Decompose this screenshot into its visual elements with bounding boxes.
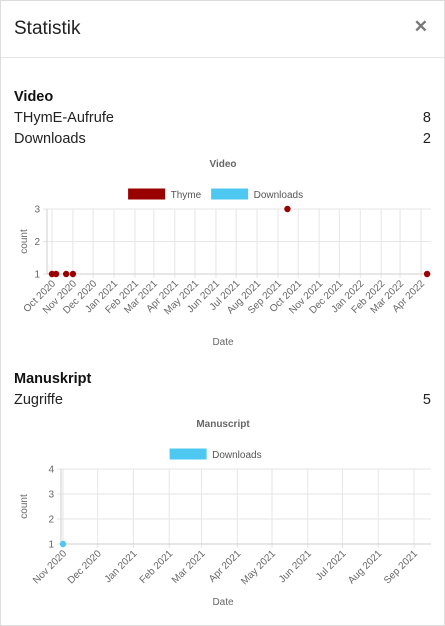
chart-0-point-0-1 [52,270,60,278]
video-stat-views: THymE-Aufrufe 8 [14,110,431,126]
chart-1-ytick-1: 2 [48,515,54,526]
chart-0-point-0-4 [284,205,291,213]
manuscript-accesses-value: 5 [422,392,431,408]
chart-1-xtick-1: Dec 2020 [66,548,104,586]
chart-1-xtick-7: Jun 2021 [277,548,314,585]
chart-1-ylabel: count [19,494,30,519]
chart-0-ytick-2: 3 [34,205,40,216]
manuscript-heading: Manuskript [14,371,92,387]
chart-1-title: Manuscript [196,419,250,430]
chart-1-legend-swatch-0 [168,447,208,461]
chart-0-point-0-2 [62,270,70,278]
video-views-label: THymE-Aufrufe [14,110,114,126]
chart-1-legend-label-0: Downloads [212,450,261,461]
chart-1-ytick-0: 1 [48,540,54,551]
dialog-header: Statistik ✕ [1,1,444,58]
chart-1-xtick-9: Aug 2021 [346,548,384,586]
chart-0-legend-label-0: Thyme [171,190,202,201]
chart-1-xtick-3: Feb 2021 [138,548,176,586]
chart-0-legend-swatch-0 [127,187,167,201]
chart-0-point-0-3 [69,270,77,278]
chart-0-ytick-0: 1 [34,270,40,281]
chart-1-xtick-4: Mar 2021 [170,548,208,586]
chart-1-ytick-3: 4 [48,465,54,476]
video-stat-downloads: Downloads 2 [14,131,431,147]
chart-1-xtick-2: Jan 2021 [103,548,140,585]
chart-1-xtick-10: Sep 2021 [382,548,420,586]
chart-1-xtick-8: Jul 2021 [314,548,349,583]
chart-0-ylabel: count [19,229,30,254]
chart-0-title: Video [209,159,236,170]
manuscript-accesses-label: Zugriffe [14,392,63,408]
chart-0-point-0-5 [423,270,431,278]
manuscript-stat-accesses: Zugriffe 5 [14,392,431,408]
chart-0-xlabel: Date [212,337,234,348]
chart-1-xlabel: Date [212,597,234,608]
dialog-title: Statistik [14,18,81,39]
chart-1-ytick-2: 3 [48,490,54,501]
chart-1-xtick-6: May 2021 [239,548,278,587]
chart-0-legend-swatch-1 [210,187,250,201]
manuscript-chart: Manuscript Downloads 1 2 3 4 count Nov 2020Dec … [19,419,431,608]
chart-0-legend-label-1: Downloads [254,190,303,201]
video-heading: Video [14,89,54,105]
chart-1-xtick-0: Nov 2020 [31,548,69,586]
video-downloads-value: 2 [422,131,431,147]
video-downloads-label: Downloads [14,131,86,147]
close-icon[interactable]: ✕ [413,17,428,36]
chart-1-point-0-0 [59,540,67,548]
video-views-value: 8 [422,110,431,126]
chart-0-ytick-1: 2 [34,237,40,248]
